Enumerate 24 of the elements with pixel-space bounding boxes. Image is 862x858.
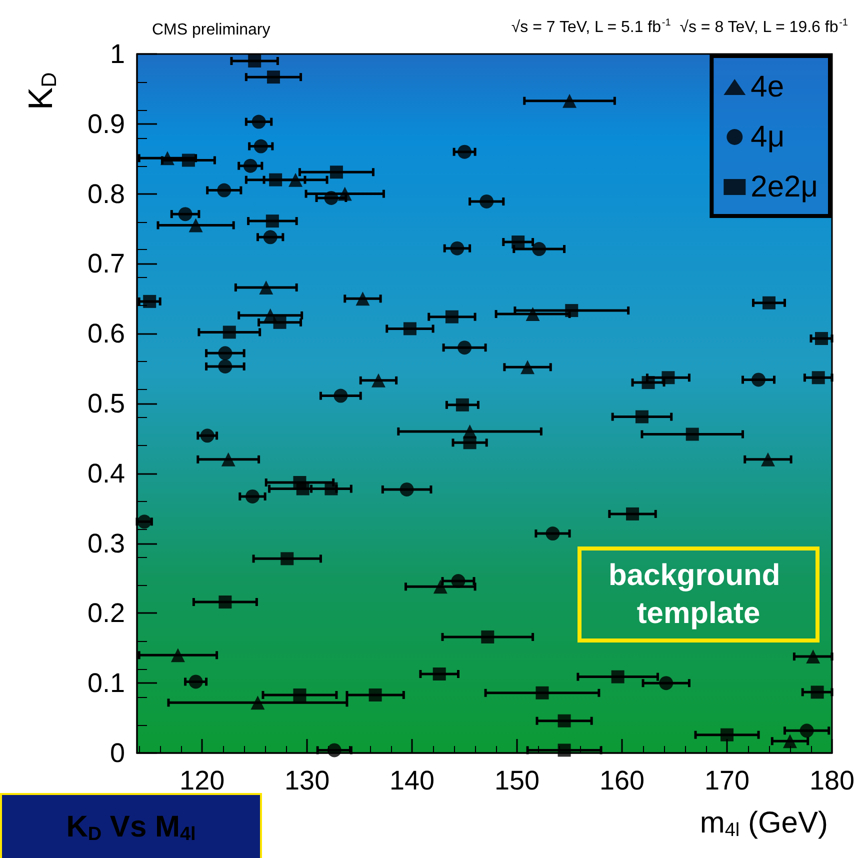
y-tick-label: 0.2 (87, 598, 125, 628)
y-tick-label: 0.9 (87, 108, 125, 139)
text: KD (22, 72, 61, 110)
y-tick-label: 1 (110, 39, 125, 69)
y-tick-label: 0 (110, 738, 125, 768)
annotation: background template (608, 559, 789, 630)
x-tick-label: 130 (284, 766, 330, 796)
x-tick-label: 120 (180, 766, 225, 796)
chart-title: CMS preliminary (152, 22, 270, 38)
x-tick-label: 140 (390, 766, 435, 796)
x-tick-label: 160 (600, 766, 645, 796)
legend-label: 2e2μ (750, 170, 818, 204)
y-tick-label: 0.1 (87, 668, 125, 698)
x-tick-label: 170 (704, 766, 750, 796)
y-tick-label: 0.4 (87, 458, 125, 488)
x-tick-label: 180 (809, 766, 855, 796)
y-tick-label: 0.3 (87, 528, 125, 558)
x-tick-label: 150 (494, 766, 540, 796)
y-tick-label: 0.8 (87, 178, 125, 209)
legend-label: 4μ (750, 120, 785, 154)
legend-label: 4e (750, 70, 784, 104)
y-tick-label: 0.5 (87, 388, 125, 418)
y-tick-label: 0.7 (87, 248, 125, 279)
y-tick-label: 0.6 (87, 318, 125, 349)
